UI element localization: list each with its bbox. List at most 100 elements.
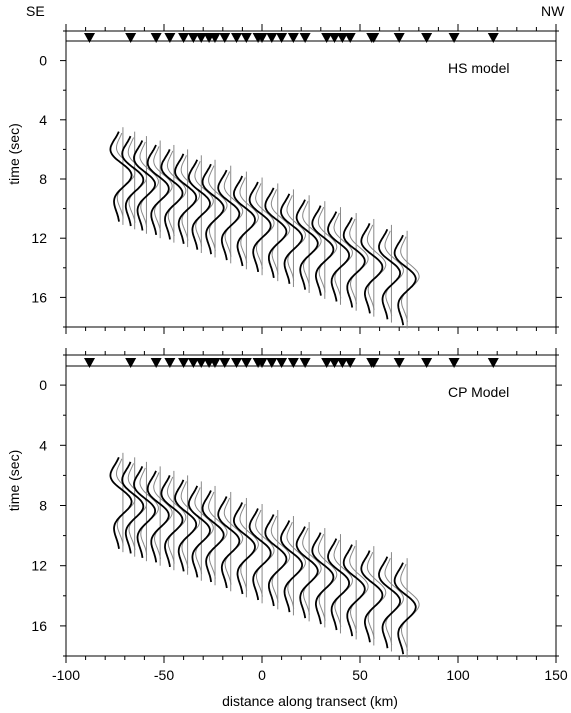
synthetic-trace	[317, 533, 338, 621]
model-label: HS model	[448, 60, 509, 76]
synthetic-trace	[208, 491, 228, 579]
station-marker	[276, 358, 288, 368]
x-tick-label: 100	[446, 667, 470, 683]
observed-trace	[146, 470, 170, 563]
observed-trace	[232, 175, 256, 267]
synthetic-trace	[366, 552, 387, 639]
observed-trace	[109, 131, 133, 222]
synthetic-trace	[286, 195, 306, 281]
synthetic-trace	[366, 224, 387, 311]
synthetic-trace	[384, 230, 404, 317]
synthetic-trace	[286, 521, 306, 609]
observed-trace	[327, 211, 351, 302]
plot-frame	[65, 354, 557, 657]
station-marker	[287, 33, 299, 43]
synthetic-trace	[139, 141, 159, 228]
station-marker	[487, 358, 499, 368]
station-marker	[448, 358, 460, 368]
station-marker	[84, 33, 96, 43]
synthetic-trace	[317, 206, 338, 293]
observed-trace	[121, 135, 145, 227]
synthetic-trace	[349, 218, 369, 305]
observed-trace	[378, 556, 402, 649]
synthetic-trace	[239, 503, 259, 591]
station-marker	[209, 33, 221, 43]
station-marker	[256, 33, 268, 43]
y-tick-label: 8	[39, 171, 47, 187]
station-marker	[336, 33, 348, 43]
observed-trace	[133, 140, 157, 231]
station-marker	[487, 33, 499, 43]
station-marker	[336, 358, 348, 368]
observed-trace	[378, 228, 402, 320]
observed-trace	[342, 217, 366, 308]
x-tick-label: 50	[352, 667, 368, 683]
station-marker	[84, 358, 96, 368]
station-marker	[344, 358, 356, 368]
y-tick-label: 12	[31, 558, 47, 574]
observed-trace	[393, 234, 417, 326]
synthetic-trace	[153, 472, 173, 560]
observed-trace	[187, 485, 211, 578]
synthetic-trace	[302, 201, 322, 287]
station-marker	[266, 358, 278, 368]
synthetic-trace	[180, 481, 201, 569]
observed-trace	[201, 490, 225, 583]
synthetic-trace	[255, 509, 275, 597]
station-marker	[266, 33, 278, 43]
observed-trace	[295, 526, 319, 619]
panel-bottom: 0 4 8 12 16 time (sec) CP Model -100 -50 0 50 100 15…	[6, 348, 568, 683]
station-marker	[164, 33, 176, 43]
station-marker	[187, 358, 199, 368]
station-marker	[344, 33, 356, 43]
station-marker	[448, 33, 460, 43]
x-axis-label: distance along transect (km)	[222, 693, 398, 709]
y-tick-label: 16	[31, 289, 47, 305]
station-marker	[178, 358, 190, 368]
station-marker	[276, 33, 288, 43]
y-tick-label: 8	[39, 498, 47, 514]
observed-trace	[217, 496, 241, 589]
station-marker	[164, 358, 176, 368]
y-axis-label: time (sec)	[6, 450, 22, 511]
synthetic-trace	[384, 558, 404, 645]
station-marker	[321, 33, 333, 43]
observed-trace	[133, 466, 157, 559]
synthetic-trace	[333, 212, 353, 299]
panel-top: 0 4 8 12 16 time (sec) HS model	[6, 24, 562, 334]
synthetic-trace	[166, 476, 187, 564]
synthetic-trace	[349, 545, 369, 633]
observed-trace	[280, 520, 304, 613]
x-tick-label: 0	[258, 667, 266, 683]
observed-trace	[264, 187, 288, 279]
synthetic-trace	[270, 189, 291, 275]
station-marker	[150, 33, 162, 43]
station-marker	[231, 358, 243, 368]
station-marker	[195, 33, 207, 43]
observed-trace	[248, 508, 272, 601]
observed-trace	[174, 479, 198, 572]
station-marker	[299, 358, 311, 368]
station-marker	[150, 358, 162, 368]
observed-trace	[327, 538, 351, 631]
synthetic-trace	[223, 171, 244, 257]
synthetic-trace	[194, 161, 214, 247]
station-marker	[125, 33, 137, 43]
direction-label-nw: NW	[541, 3, 565, 19]
synthetic-trace	[302, 527, 322, 615]
observed-trace	[280, 193, 304, 284]
observed-trace	[311, 532, 335, 625]
observed-trace	[146, 144, 170, 236]
station-marker	[125, 358, 137, 368]
observed-trace	[295, 199, 319, 290]
observed-trace	[109, 456, 133, 549]
observed-trace	[232, 502, 256, 595]
observed-trace	[187, 159, 211, 250]
y-tick-label: 16	[31, 618, 47, 634]
x-tick-label: -100	[52, 667, 80, 683]
station-marker	[240, 33, 252, 43]
y-axis-label: time (sec)	[6, 123, 22, 184]
y-tick-label: 12	[31, 230, 47, 246]
direction-label-se: SE	[26, 3, 45, 19]
